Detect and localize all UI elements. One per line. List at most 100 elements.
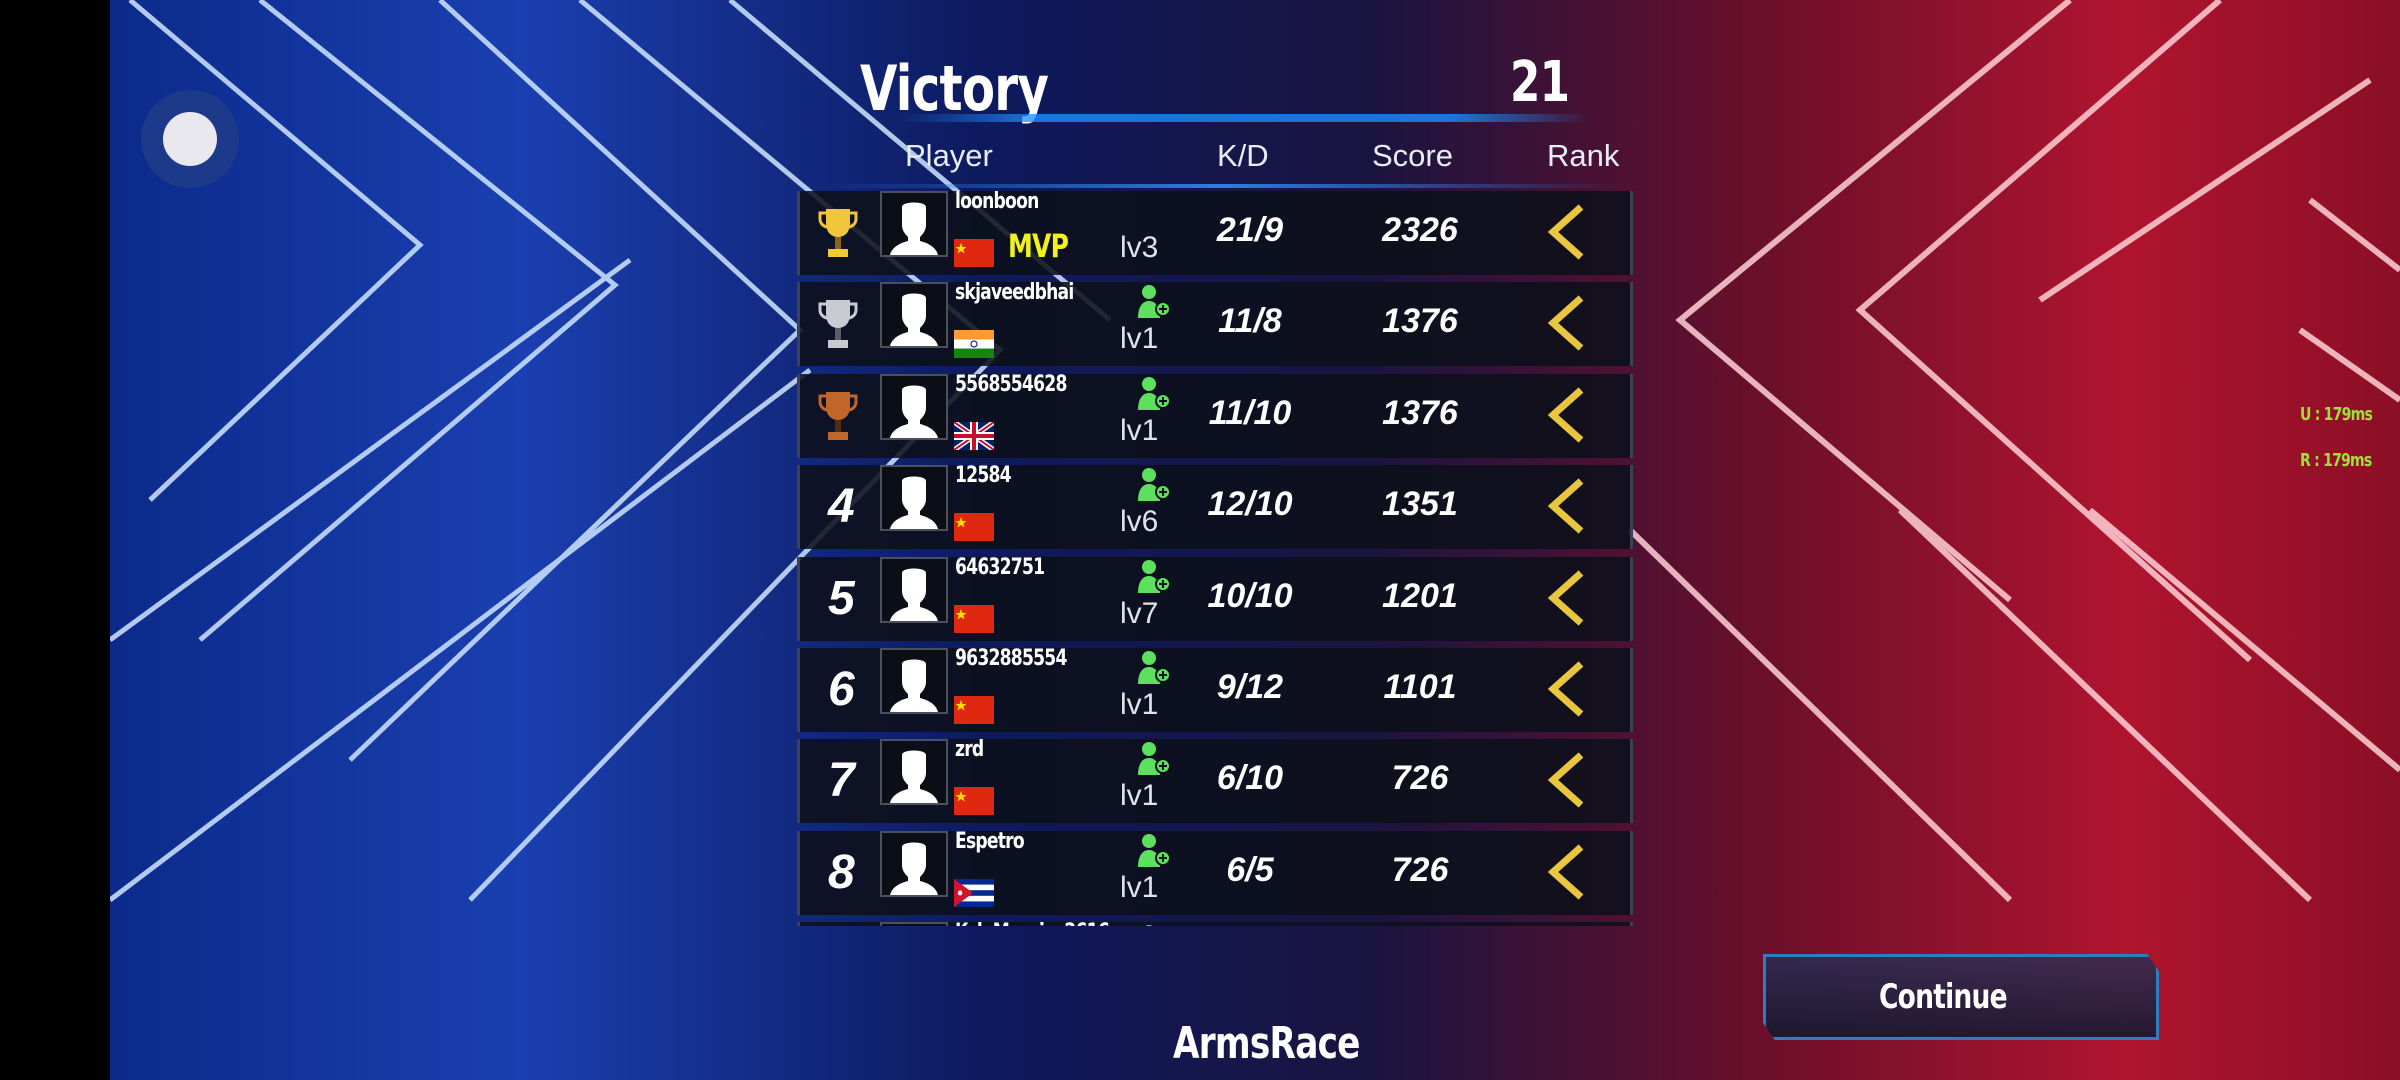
player-score: 1376 (1382, 302, 1458, 341)
player-avatar[interactable] (880, 465, 948, 532)
player-name: zrd (955, 737, 984, 763)
player-row[interactable]: 6 9632885554 lv1 9/12 1101 (797, 646, 1633, 732)
rank-chevron-icon (1547, 569, 1584, 626)
kill-death: 6/10 (1216, 759, 1284, 798)
column-header-rank: Rank (1547, 138, 1620, 173)
add-friend-icon[interactable] (1135, 284, 1171, 319)
rank-position: 4 (828, 480, 855, 534)
china-flag-icon (954, 604, 994, 633)
player-name: 9632885554 (955, 646, 1067, 671)
player-row[interactable]: 8 Espetro lv1 6/5 726 (797, 828, 1633, 915)
player-row[interactable]: 7 zrd lv1 6/10 726 (797, 737, 1633, 824)
cuba-flag-icon (954, 878, 994, 907)
add-friend-icon[interactable] (1135, 833, 1171, 867)
china-flag-icon (954, 787, 994, 816)
player-level: lv1 (1120, 779, 1159, 813)
rank-position: 5 (828, 571, 855, 625)
scoreboard-table[interactable]: loonboon MVP lv3 21/9 2326 skjaveedbhai lv1 11/… (797, 191, 1633, 926)
rank-position: 6 (828, 663, 855, 716)
player-score: 1351 (1382, 485, 1458, 524)
add-friend-icon[interactable] (1135, 559, 1171, 593)
user-silhouette-icon (890, 293, 938, 347)
circle-icon (163, 112, 217, 166)
player-score: 1201 (1382, 576, 1458, 615)
rank-chevron-icon (1547, 204, 1584, 260)
player-avatar[interactable] (880, 739, 948, 806)
rank-chevron-icon (1547, 844, 1584, 900)
user-silhouette-icon (890, 568, 938, 621)
divider (900, 114, 1590, 122)
rank-chevron-icon (1547, 387, 1584, 443)
menu-toggle-button[interactable] (141, 90, 239, 188)
kill-death: 21/9 (1216, 211, 1284, 249)
player-avatar[interactable] (880, 556, 948, 623)
player-level: lv1 (1120, 322, 1159, 356)
kill-death: 11/8 (1218, 302, 1282, 341)
player-level: lv1 (1120, 870, 1159, 904)
continue-button[interactable]: Continue (1763, 954, 2159, 1040)
player-row[interactable]: 4 12584 lv6 12/10 1351 (797, 463, 1633, 550)
kill-target-count: 21 (1510, 50, 1570, 115)
add-friend-icon[interactable] (1135, 376, 1171, 410)
player-level: lv6 (1120, 505, 1159, 539)
gold-trophy-icon (818, 209, 858, 257)
kill-death: 9/12 (1216, 668, 1284, 706)
player-name: skjaveedbhai (955, 280, 1074, 306)
rank-chevron-icon (1547, 295, 1584, 352)
player-level: lv1 (1120, 688, 1159, 721)
player-score: 726 (1391, 759, 1449, 798)
receive-latency: R : 179ms (2300, 450, 2372, 471)
player-level: lv7 (1120, 596, 1159, 630)
player-level: lv1 (1120, 413, 1159, 447)
india-flag-icon (954, 330, 994, 359)
player-row[interactable]: loonboon MVP lv3 21/9 2326 (797, 191, 1633, 275)
rank-chevron-icon (1547, 752, 1584, 809)
player-avatar[interactable] (880, 373, 948, 440)
player-name: Espetro (955, 828, 1025, 854)
rank-chevron-icon (1547, 478, 1584, 534)
bronze-trophy-icon (818, 391, 858, 440)
player-avatar[interactable] (880, 191, 948, 257)
player-row[interactable]: 5 64632751 lv7 10/10 1201 (797, 554, 1633, 641)
china-flag-icon (954, 239, 994, 267)
player-row[interactable]: 9KyleMaurice2616 (797, 920, 1633, 926)
column-header-kd: K/D (1217, 138, 1269, 173)
mvp-badge: MVP (1008, 227, 1069, 265)
column-header-score: Score (1372, 138, 1453, 173)
kill-death: 6/5 (1226, 850, 1274, 889)
player-score: 726 (1391, 850, 1449, 889)
add-friend-icon[interactable] (1135, 467, 1171, 502)
player-name: loonboon (955, 191, 1039, 214)
upload-latency: U : 179ms (2300, 404, 2373, 425)
silver-trophy-icon (818, 300, 858, 349)
user-silhouette-icon (890, 659, 938, 712)
player-avatar[interactable] (880, 922, 948, 926)
player-avatar[interactable] (880, 648, 948, 714)
user-silhouette-icon (890, 476, 938, 530)
kill-death: 10/10 (1207, 576, 1293, 615)
player-avatar[interactable] (880, 282, 948, 349)
add-friend-icon[interactable] (1135, 741, 1171, 776)
player-score: 1101 (1383, 668, 1457, 706)
divider (820, 184, 1620, 188)
kill-death: 11/10 (1208, 393, 1292, 432)
user-silhouette-icon (890, 750, 938, 804)
player-score: 2326 (1382, 211, 1458, 249)
user-silhouette-icon (890, 385, 938, 438)
player-name: 64632751 (955, 554, 1045, 580)
player-row[interactable]: skjaveedbhai lv1 11/8 1376 (797, 280, 1633, 367)
add-friend-icon[interactable] (1135, 650, 1171, 684)
player-score: 1376 (1382, 393, 1458, 432)
player-name: KyleMaurice2616 (955, 920, 1110, 926)
china-flag-icon (954, 696, 994, 724)
kill-death: 12/10 (1207, 485, 1293, 524)
rank-position: 7 (828, 754, 855, 808)
match-result-title: Victory (860, 52, 1049, 125)
china-flag-icon (954, 513, 994, 542)
add-friend-icon[interactable] (1135, 924, 1171, 926)
player-avatar[interactable] (880, 830, 948, 897)
player-row[interactable]: 5568554628 lv1 11/10 1376 (797, 372, 1633, 458)
game-mode-label: ArmsRace (1173, 1018, 1360, 1069)
rank-position: 8 (828, 845, 855, 899)
rank-chevron-icon (1547, 661, 1584, 717)
